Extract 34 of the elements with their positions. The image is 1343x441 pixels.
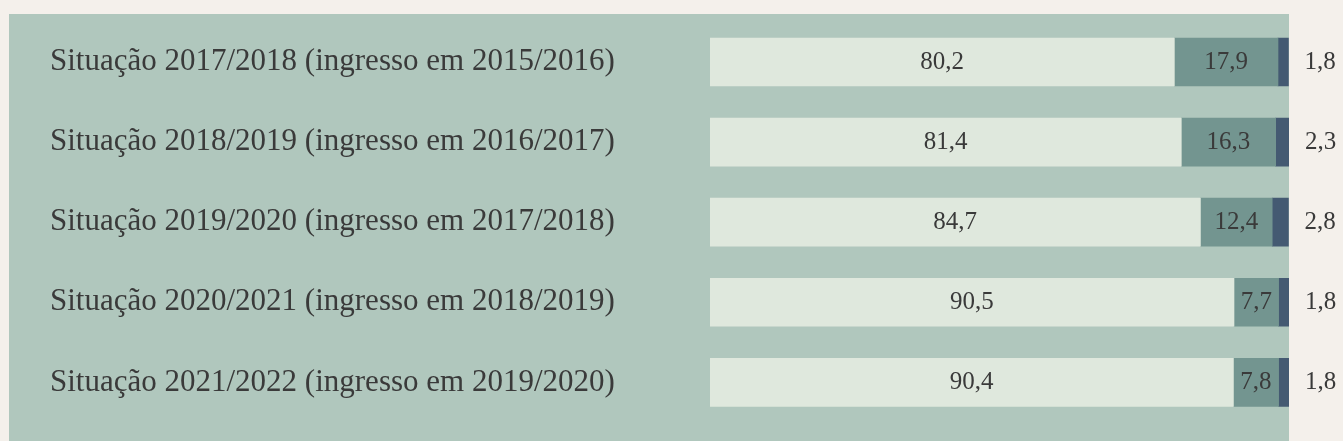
data-label: 12,4 — [1214, 206, 1259, 234]
data-label: 90,5 — [950, 286, 994, 314]
bar — [710, 37, 1175, 87]
y-tick-label: Situação 2019/2020 (ingresso em 2017/2018) — [50, 202, 615, 238]
data-label: 84,7 — [933, 206, 978, 234]
bar — [1233, 277, 1279, 327]
y-tick-label: Situação 2017/2018 (ingresso em 2015/2016) — [50, 42, 615, 78]
data-label: 1,8 — [1304, 46, 1336, 74]
data-label: 16,3 — [1206, 126, 1251, 154]
bar — [1278, 358, 1289, 407]
bar — [710, 277, 1235, 327]
data-label: 2,8 — [1304, 206, 1336, 234]
bar — [1277, 37, 1289, 87]
y-tick-label: Situação 2018/2019 (ingresso em 2016/2017) — [50, 122, 615, 158]
bar — [710, 358, 1234, 407]
bar — [1278, 277, 1289, 327]
data-label: 2,3 — [1305, 126, 1337, 154]
data-label: 1,8 — [1305, 366, 1337, 394]
data-label: 1,8 — [1305, 286, 1337, 314]
bar — [710, 117, 1182, 167]
bar — [1271, 197, 1289, 247]
data-label: 7,7 — [1240, 286, 1272, 314]
y-tick-label: Situação 2020/2021 (ingresso em 2018/2019) — [50, 282, 615, 318]
data-label: 81,4 — [923, 126, 969, 154]
data-label: 80,2 — [920, 46, 965, 74]
data-label: 90,4 — [949, 366, 995, 394]
bar — [1275, 117, 1289, 167]
y-tick-label: Situação 2021/2022 (ingresso em 2019/2020) — [50, 362, 615, 398]
data-label: 7,8 — [1240, 366, 1272, 394]
bar — [710, 197, 1201, 247]
bar — [1200, 197, 1273, 247]
bar — [1174, 37, 1279, 87]
data-label: 17,9 — [1204, 46, 1249, 74]
bar — [1180, 117, 1277, 167]
